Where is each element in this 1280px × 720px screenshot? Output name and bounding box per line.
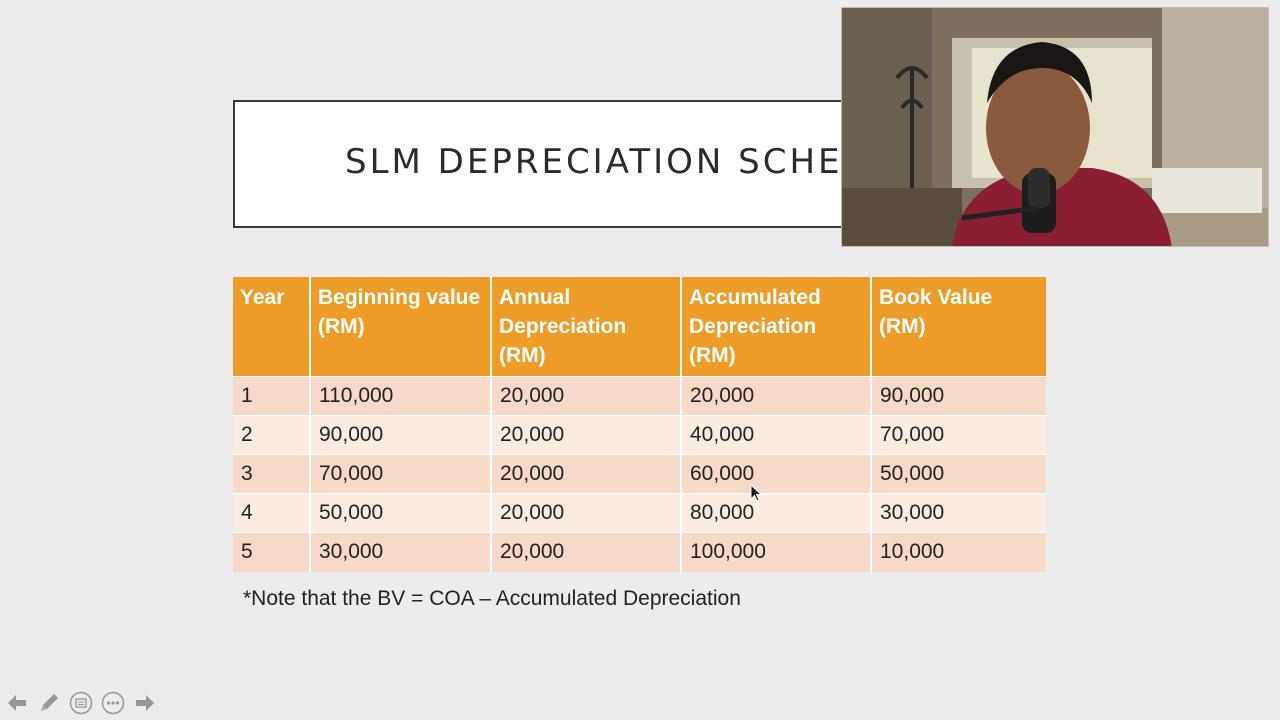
cell-book-value: 70,000 xyxy=(871,415,1046,455)
ellipsis-icon xyxy=(101,691,125,715)
cell-accumulated-depreciation: 80,000 xyxy=(681,493,872,533)
header-book-value: Book Value (RM) xyxy=(871,277,1046,377)
cell-year: 5 xyxy=(233,532,311,572)
cell-beginning-value: 70,000 xyxy=(310,454,492,494)
header-beginning-value: Beginning value (RM) xyxy=(310,277,492,377)
cell-book-value: 10,000 xyxy=(871,532,1046,572)
arrow-left-icon xyxy=(8,695,26,711)
cell-accumulated-depreciation: 20,000 xyxy=(681,376,872,416)
cell-year: 1 xyxy=(233,376,311,416)
table-row: 1 110,000 20,000 20,000 90,000 xyxy=(233,376,1046,416)
cell-annual-depreciation: 20,000 xyxy=(491,415,682,455)
table-header-row: Year Beginning value (RM) Annual Depreci… xyxy=(233,277,1046,377)
cell-accumulated-depreciation: 100,000 xyxy=(681,532,872,572)
cell-annual-depreciation: 20,000 xyxy=(491,532,682,572)
cell-beginning-value: 90,000 xyxy=(310,415,492,455)
next-slide-button[interactable] xyxy=(132,690,158,716)
slide-title-box: SLM DEPRECIATION SCHEDULE xyxy=(233,100,873,228)
cell-beginning-value: 110,000 xyxy=(310,376,492,416)
cell-book-value: 50,000 xyxy=(871,454,1046,494)
cell-accumulated-depreciation: 60,000 xyxy=(681,454,872,494)
table-row: 3 70,000 20,000 60,000 50,000 xyxy=(233,454,1046,494)
table-row: 5 30,000 20,000 100,000 10,000 xyxy=(233,532,1046,572)
pen-tool-button[interactable] xyxy=(36,690,62,716)
cell-accumulated-depreciation: 40,000 xyxy=(681,415,872,455)
previous-slide-button[interactable] xyxy=(4,690,30,716)
slide-overview-button[interactable] xyxy=(68,690,94,716)
presenter-video-frame xyxy=(842,8,1268,246)
table-row: 2 90,000 20,000 40,000 70,000 xyxy=(233,415,1046,455)
cell-annual-depreciation: 20,000 xyxy=(491,493,682,533)
slideshow-controls xyxy=(4,690,158,716)
header-year: Year xyxy=(233,277,311,377)
arrow-right-icon xyxy=(136,695,154,711)
bv-formula-note: *Note that the BV = COA – Accumulated De… xyxy=(243,587,741,610)
header-accumulated-depreciation: Accumulated Depreciation (RM) xyxy=(681,277,872,377)
cell-annual-depreciation: 20,000 xyxy=(491,376,682,416)
depreciation-schedule-table: Year Beginning value (RM) Annual Depreci… xyxy=(233,277,1046,572)
pencil-icon xyxy=(41,694,58,711)
cell-book-value: 30,000 xyxy=(871,493,1046,533)
cell-book-value: 90,000 xyxy=(871,376,1046,416)
cell-beginning-value: 30,000 xyxy=(310,532,492,572)
slide-title: SLM DEPRECIATION SCHEDULE xyxy=(345,142,871,182)
cell-year: 2 xyxy=(233,415,311,455)
table-row: 4 50,000 20,000 80,000 30,000 xyxy=(233,493,1046,533)
cell-year: 3 xyxy=(233,454,311,494)
cell-annual-depreciation: 20,000 xyxy=(491,454,682,494)
header-annual-depreciation: Annual Depreciation (RM) xyxy=(491,277,682,377)
mouse-pointer-icon xyxy=(750,484,762,502)
presenter-webcam xyxy=(841,7,1269,247)
more-options-button[interactable] xyxy=(100,690,126,716)
slides-icon xyxy=(69,691,93,715)
cell-beginning-value: 50,000 xyxy=(310,493,492,533)
cell-year: 4 xyxy=(233,493,311,533)
